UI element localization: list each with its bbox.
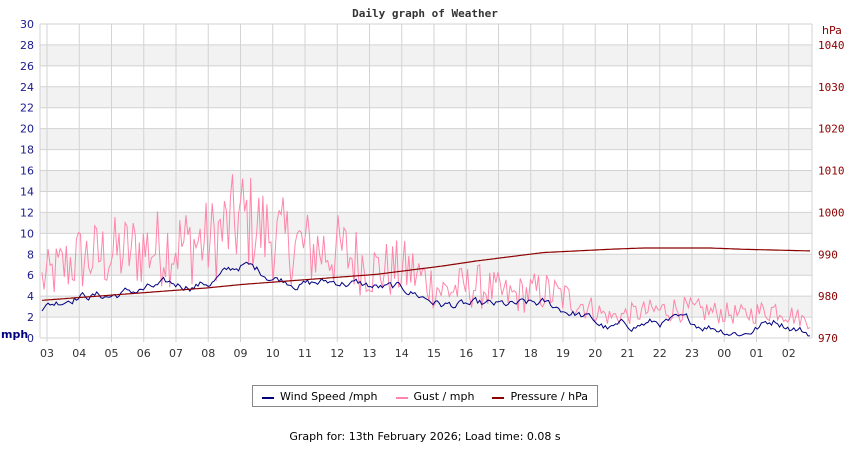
svg-text:970: 970 [818,332,838,345]
svg-text:21: 21 [621,347,635,360]
chart-legend: Wind Speed /mph Gust / mph Pressure / hP… [252,385,598,407]
svg-text:13: 13 [363,347,377,360]
wind-speed-series [41,261,810,337]
svg-text:04: 04 [72,347,86,360]
legend-item-pressure[interactable]: Pressure / hPa [492,390,588,403]
x-axis-ticks: 03 04 05 06 07 08 09 10 11 12 13 14 15 16 17 18 19 20 21 22… [40,347,796,360]
svg-text:09: 09 [234,347,248,360]
left-axis-unit: mph [1,328,28,341]
pressure-swatch-icon [492,397,505,399]
svg-text:18: 18 [20,144,34,157]
svg-text:12: 12 [20,206,34,219]
svg-text:19: 19 [556,347,570,360]
legend-item-gust[interactable]: Gust / mph [395,389,475,403]
svg-text:17: 17 [492,347,506,360]
legend-label-wind-speed: Wind Speed /mph [280,389,378,403]
right-axis-unit: hPa [822,24,842,37]
svg-text:20: 20 [588,347,602,360]
svg-text:12: 12 [330,347,344,360]
svg-text:22: 22 [653,347,667,360]
svg-text:0: 0 [27,332,34,345]
svg-text:30: 30 [20,18,34,31]
wind-speed-swatch-icon [262,397,274,399]
svg-text:07: 07 [169,347,183,360]
chart-title: Daily graph of Weather [352,7,498,20]
svg-text:18: 18 [524,347,538,360]
gust-series [41,174,811,330]
svg-text:16: 16 [459,347,473,360]
svg-text:22: 22 [20,102,34,115]
svg-text:2: 2 [27,311,34,324]
svg-text:28: 28 [20,39,34,52]
svg-text:8: 8 [27,248,34,261]
svg-text:980: 980 [818,290,838,303]
plot-grid [39,23,813,342]
svg-text:11: 11 [298,347,312,360]
right-axis-ticks: 970 980 990 1000 1010 1020 1030 1040 [818,39,845,345]
svg-text:1010: 1010 [818,165,845,178]
svg-text:14: 14 [20,185,34,198]
graph-footer: Graph for: 13th February 2026; Load time… [289,430,561,443]
svg-text:990: 990 [818,248,838,261]
svg-text:24: 24 [20,81,34,94]
legend-label-gust: Gust / mph [413,389,475,403]
svg-text:1040: 1040 [818,39,845,52]
legend-label-pressure: Pressure / hPa [510,389,588,403]
svg-text:20: 20 [20,123,34,136]
svg-text:23: 23 [685,347,699,360]
svg-text:03: 03 [40,347,54,360]
svg-text:10: 10 [20,227,34,240]
svg-text:4: 4 [27,290,34,303]
svg-text:16: 16 [20,165,34,178]
svg-text:10: 10 [266,347,280,360]
pressure-series [41,247,810,301]
svg-text:05: 05 [105,347,119,360]
svg-text:26: 26 [20,60,34,73]
gust-swatch-icon [395,397,408,399]
svg-text:14: 14 [395,347,409,360]
svg-text:02: 02 [782,347,796,360]
svg-text:15: 15 [427,347,441,360]
svg-text:1000: 1000 [818,206,845,219]
svg-text:6: 6 [27,269,34,282]
legend-item-wind-speed[interactable]: Wind Speed /mph [262,390,378,403]
svg-text:01: 01 [750,347,764,360]
svg-text:00: 00 [717,347,731,360]
svg-text:08: 08 [201,347,215,360]
svg-text:1020: 1020 [818,123,845,136]
svg-text:06: 06 [137,347,151,360]
svg-text:1030: 1030 [818,81,845,94]
